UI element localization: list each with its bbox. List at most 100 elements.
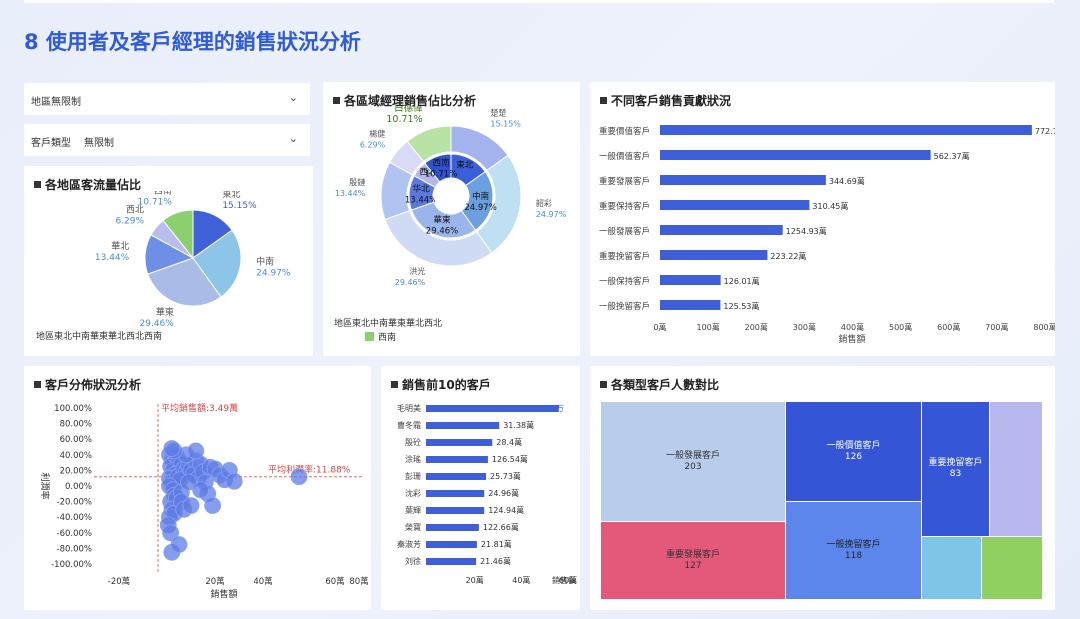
bar-category-label: 沈彩 [405,488,421,498]
x-tick-label: 60萬 [559,575,577,585]
customer-distribution-scatter: 100.00% 80.00% 60.00% 40.00% 20.00% 0.00% -20.… [39,402,369,600]
bar-7 [426,524,479,531]
y-tick-label: -60.00% [57,529,92,539]
bar-category-label: 涂瑤 [405,454,421,464]
bar-category-label: 毛明美 [397,403,421,413]
pie-label-name: 西北 [126,205,144,216]
y-tick-label: 60.00% [60,435,92,445]
x-tick-label: 200萬 [745,322,768,332]
bar-value-label: 122.66萬 [483,522,519,532]
legend-swatch [365,332,374,341]
treemap-cell-count: 83 [949,469,962,479]
pie-label-name: 華東 [156,306,174,318]
treemap-cell-name: 重要發展客戶 [665,549,720,560]
treemap-cell[interactable] [922,537,981,599]
donut-outer-label-pct: 29.46% [395,278,426,287]
card-title: 客戶分佈狀況分析 [34,376,141,393]
bar-value-label: 126.54萬 [492,454,528,464]
bar-0 [660,125,1032,135]
avg-sales-label: 平均銷售額:3.49萬 [161,402,238,414]
donut-inner-label-name: 华北 [413,184,431,195]
page-title: 8 使用者及客戶經理的銷售狀況分析 [24,30,361,54]
bar-category-label: 秦淑芳 [397,539,421,549]
treemap-cell[interactable] [990,402,1042,536]
donut-inner-slice-5 [424,153,452,183]
manager-donut-chart: 楚楚 15.15% 韶彩 24.97% 洪光 29.46% 殷鏈 13.44% 楊健 6.29% 白… [335,106,567,287]
region-pie-legend: 地區東北中南華東華北西北西南 [36,332,163,342]
treemap-cell[interactable]: 重要挽留客戶 83 [922,402,989,536]
manager-donut-legend-item[interactable]: 西南 [365,330,396,343]
bar-3 [426,456,488,463]
x-tick-label: 100萬 [696,322,719,332]
pie-label-pct: 29.46% [140,319,175,329]
bar-category-label: 重要價值客戶 [599,126,650,137]
treemap-cell-name: 一般發展客戶 [665,450,720,461]
pie-label-pct: 10.71% [138,198,173,208]
treemap-cell-name: 一般價值客戶 [826,440,881,451]
bar-value-label: 28.4萬 [496,437,522,447]
x-axis-title: 銷售額 [552,575,576,585]
bar-value-label: 124.94萬 [488,505,524,515]
donut-outer-slice-5 [406,125,452,163]
donut-outer-label-pct: 13.44% [335,189,366,198]
y-tick-label: 100.00% [54,404,92,414]
scatter-point [290,468,308,486]
card-title: 各區域經理銷售佔比分析 [333,92,476,109]
bar-value-label: 24.96萬 [488,488,519,498]
bar-7 [660,300,721,310]
donut-inner-label-name: 西北 [420,168,438,178]
region-filter-label: 地區無限制 [31,97,81,108]
pie-slice-1 [192,229,242,298]
bar-value-label: 126.01萬 [724,276,760,286]
treemap-cell[interactable]: 一般價值客戶 126 [786,402,921,501]
x-tick-label: 600萬 [937,322,960,332]
bar-1 [426,422,500,429]
top-bar [24,0,1054,3]
treemap-cell-count: 126 [844,451,863,462]
scatter-point [204,497,222,514]
y-tick-label: 40.00% [60,451,92,461]
pie-label-name: 華北 [111,240,129,252]
treemap-cell[interactable] [982,537,1042,599]
bar-value-label: 25.73萬 [490,471,521,481]
pie-label-pct: 15.15% [222,201,257,211]
donut-outer-label-name: 楊健 [369,129,385,139]
treemap-cell-count: 127 [684,560,702,571]
donut-inner-label-name: 中南 [472,191,489,202]
bar-value-label: 31.38萬 [503,420,534,430]
customer-type-filter-value: 無限制 [84,138,114,149]
bar-category-label: 葉輝 [405,505,421,515]
donut-inner-label-pct: 24.97% [464,203,496,213]
y-tick-label: -100.00% [51,560,92,570]
top10-customers-card: 銷售前10的客戶 毛明美 56.9万 曹冬霜 31.38萬 殷砼 28.4萬 涂瑤 126.5… [381,366,580,610]
bar-1 [660,150,931,160]
scatter-point [187,442,205,460]
x-axis-title: 銷售額 [838,333,865,345]
donut-inner-label-pct: 13.44% [405,196,437,206]
y-tick-label: 20.00% [60,466,92,476]
y-axis-title: 利潤率 [39,472,51,499]
donut-hole [434,179,468,213]
treemap-cell[interactable]: 一般發展客戶 203 [601,402,785,521]
bar-category-label: 一般保持客戶 [599,276,650,287]
donut-outer-label-name: 洪光 [409,266,425,276]
bar-value-label: 562.37萬 [934,151,970,161]
x-tick-label: 60萬 [325,576,344,587]
x-tick-label: 300萬 [793,322,816,332]
x-tick-label: 500萬 [889,322,912,332]
bar-value-label: 125.53萬 [723,301,759,311]
bar-value-label: 56.9万 [538,404,564,413]
customer-type-filter-select[interactable]: 客戶類型 無限制 ⌄ [24,124,310,156]
bar-category-label: 重要挽留客戶 [599,251,650,262]
donut-outer-label-pct: 24.97% [536,210,567,219]
bar-value-label: 1254.93萬 [786,226,827,236]
bar-value-label: 223.22萬 [770,251,806,261]
region-filter-select[interactable]: 地區無限制 ⌄ [24,83,310,115]
bar-0 [426,405,559,412]
donut-inner-slice-2 [410,201,477,239]
treemap-cell[interactable]: 重要發展客戶 127 [601,522,785,599]
treemap-cell[interactable]: 一般挽留客戶 118 [786,502,921,599]
bar-category-label: 刘徐 [405,556,421,566]
pie-label-pct: 6.29% [115,217,144,227]
x-tick-label: 20萬 [466,575,484,585]
